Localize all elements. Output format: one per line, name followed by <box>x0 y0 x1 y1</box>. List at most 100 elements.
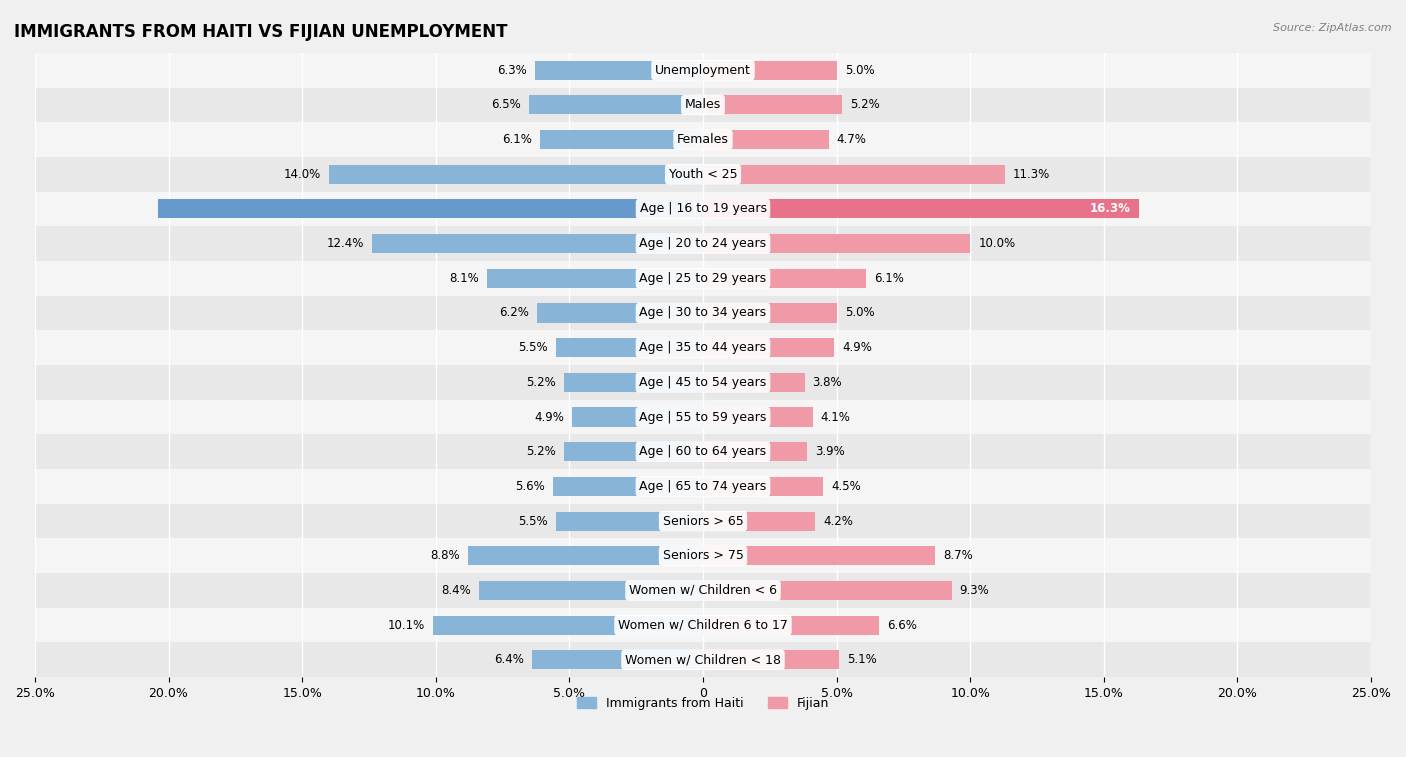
Text: Age | 60 to 64 years: Age | 60 to 64 years <box>640 445 766 458</box>
Bar <box>35 435 1371 469</box>
Text: Seniors > 65: Seniors > 65 <box>662 515 744 528</box>
Text: 8.4%: 8.4% <box>440 584 471 597</box>
Text: Unemployment: Unemployment <box>655 64 751 76</box>
Bar <box>35 122 1371 157</box>
Text: 11.3%: 11.3% <box>1012 168 1050 181</box>
Bar <box>35 469 1371 503</box>
Bar <box>35 365 1371 400</box>
Text: Women w/ Children < 6: Women w/ Children < 6 <box>628 584 778 597</box>
Text: 5.6%: 5.6% <box>516 480 546 493</box>
Bar <box>703 304 837 322</box>
Text: Age | 35 to 44 years: Age | 35 to 44 years <box>640 341 766 354</box>
Text: 5.1%: 5.1% <box>848 653 877 666</box>
Bar <box>703 442 807 461</box>
Text: 6.3%: 6.3% <box>496 64 527 76</box>
Bar <box>35 400 1371 435</box>
Bar <box>703 372 804 392</box>
Text: 16.3%: 16.3% <box>1090 202 1130 216</box>
Bar <box>35 608 1371 643</box>
Text: 5.0%: 5.0% <box>845 64 875 76</box>
Bar <box>35 261 1371 296</box>
Text: Women w/ Children 6 to 17: Women w/ Children 6 to 17 <box>619 618 787 631</box>
Bar <box>433 615 703 634</box>
Text: 6.6%: 6.6% <box>887 618 917 631</box>
Text: Youth < 25: Youth < 25 <box>669 168 737 181</box>
Text: 3.9%: 3.9% <box>815 445 845 458</box>
Text: 4.5%: 4.5% <box>831 480 860 493</box>
Bar <box>35 538 1371 573</box>
Bar <box>703 61 837 79</box>
Bar <box>35 330 1371 365</box>
Text: IMMIGRANTS FROM HAITI VS FIJIAN UNEMPLOYMENT: IMMIGRANTS FROM HAITI VS FIJIAN UNEMPLOY… <box>14 23 508 41</box>
Text: 20.4%: 20.4% <box>692 202 733 216</box>
Text: Age | 25 to 29 years: Age | 25 to 29 years <box>640 272 766 285</box>
Text: 6.1%: 6.1% <box>502 133 531 146</box>
Text: Source: ZipAtlas.com: Source: ZipAtlas.com <box>1274 23 1392 33</box>
Text: 4.7%: 4.7% <box>837 133 866 146</box>
Bar <box>157 199 703 219</box>
Text: 5.2%: 5.2% <box>526 445 555 458</box>
Bar <box>703 165 1005 184</box>
Bar <box>554 477 703 496</box>
Bar <box>468 547 703 565</box>
Text: Age | 65 to 74 years: Age | 65 to 74 years <box>640 480 766 493</box>
Bar <box>703 130 828 149</box>
Bar <box>703 199 1139 219</box>
Bar <box>703 269 866 288</box>
Text: 5.0%: 5.0% <box>845 307 875 319</box>
Bar <box>529 95 703 114</box>
Bar <box>35 643 1371 678</box>
Bar <box>35 192 1371 226</box>
Text: 6.1%: 6.1% <box>875 272 904 285</box>
Bar <box>703 581 952 600</box>
Bar <box>703 615 879 634</box>
Text: 5.2%: 5.2% <box>851 98 880 111</box>
Text: 6.5%: 6.5% <box>492 98 522 111</box>
Bar <box>478 581 703 600</box>
Bar <box>35 157 1371 192</box>
Text: 10.0%: 10.0% <box>979 237 1015 250</box>
Bar <box>572 407 703 427</box>
Bar <box>35 88 1371 122</box>
Bar <box>703 547 935 565</box>
Text: 8.7%: 8.7% <box>943 550 973 562</box>
Bar <box>703 338 834 357</box>
Text: 4.9%: 4.9% <box>534 410 564 423</box>
Bar <box>371 234 703 253</box>
Text: Women w/ Children < 18: Women w/ Children < 18 <box>626 653 780 666</box>
Bar <box>35 226 1371 261</box>
Text: 5.2%: 5.2% <box>526 376 555 389</box>
Bar <box>35 296 1371 330</box>
Bar <box>703 407 813 427</box>
Text: 3.8%: 3.8% <box>813 376 842 389</box>
Bar <box>555 338 703 357</box>
Text: 6.4%: 6.4% <box>494 653 524 666</box>
Bar <box>35 573 1371 608</box>
Bar <box>555 512 703 531</box>
Text: 4.2%: 4.2% <box>824 515 853 528</box>
Bar <box>534 61 703 79</box>
Text: Age | 55 to 59 years: Age | 55 to 59 years <box>640 410 766 423</box>
Bar <box>35 53 1371 88</box>
Bar <box>703 477 824 496</box>
Bar <box>703 95 842 114</box>
Text: Age | 20 to 24 years: Age | 20 to 24 years <box>640 237 766 250</box>
Text: Age | 45 to 54 years: Age | 45 to 54 years <box>640 376 766 389</box>
Text: 12.4%: 12.4% <box>326 237 364 250</box>
Text: 8.1%: 8.1% <box>449 272 478 285</box>
Bar <box>703 650 839 669</box>
Text: Males: Males <box>685 98 721 111</box>
Bar <box>486 269 703 288</box>
Text: Females: Females <box>678 133 728 146</box>
Text: 14.0%: 14.0% <box>284 168 321 181</box>
Bar <box>35 503 1371 538</box>
Text: 8.8%: 8.8% <box>430 550 460 562</box>
Text: 5.5%: 5.5% <box>519 341 548 354</box>
Bar <box>531 650 703 669</box>
Bar <box>537 304 703 322</box>
Text: Age | 16 to 19 years: Age | 16 to 19 years <box>640 202 766 216</box>
Text: 4.9%: 4.9% <box>842 341 872 354</box>
Legend: Immigrants from Haiti, Fijian: Immigrants from Haiti, Fijian <box>572 692 834 715</box>
Text: 5.5%: 5.5% <box>519 515 548 528</box>
Text: Age | 30 to 34 years: Age | 30 to 34 years <box>640 307 766 319</box>
